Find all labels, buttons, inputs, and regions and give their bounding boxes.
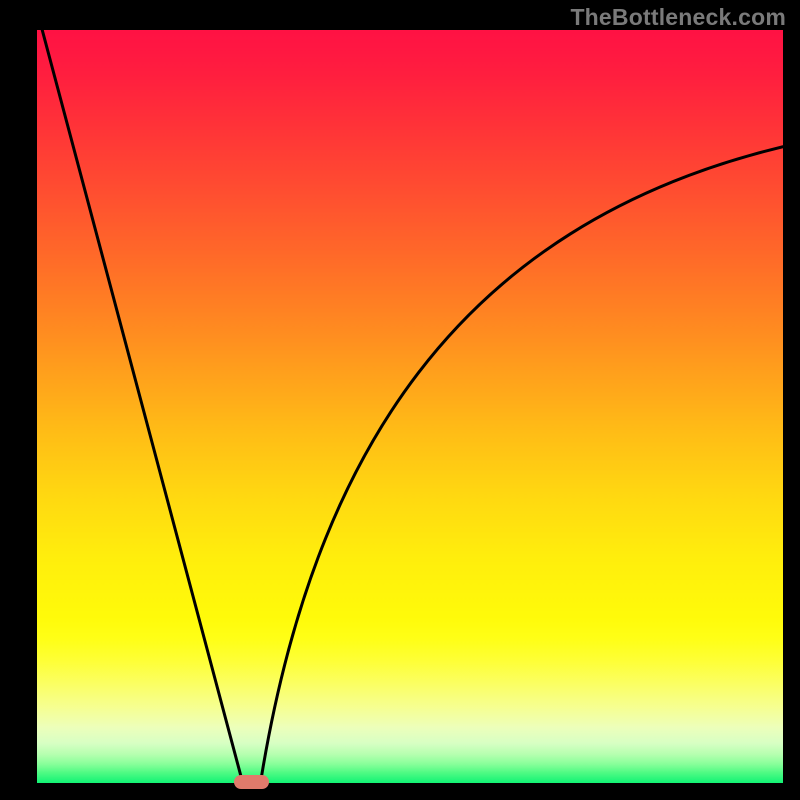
plot-area	[37, 30, 783, 783]
curve-layer	[37, 30, 783, 783]
chart-root: TheBottleneck.com	[0, 0, 800, 800]
curve-right-branch	[261, 147, 783, 781]
watermark-text: TheBottleneck.com	[570, 4, 786, 31]
sweet-spot-marker	[234, 775, 268, 789]
curve-left-branch	[42, 30, 242, 781]
